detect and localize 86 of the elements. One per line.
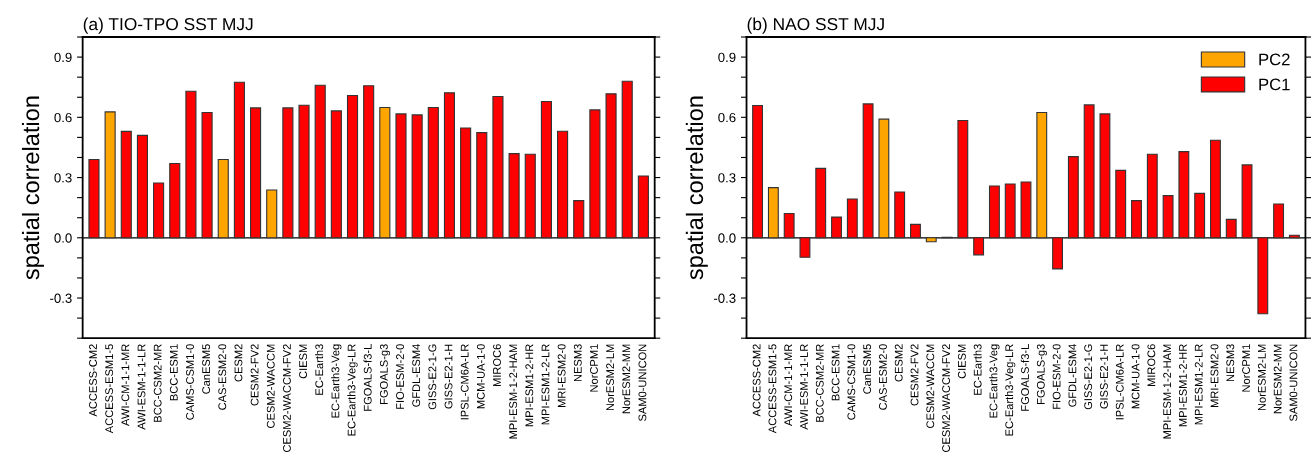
y-tick-label: -0.3 [50, 293, 72, 303]
x-tick-label: SAM0-UNICON [638, 344, 647, 422]
chart-title: (a) TIO-TPO SST MJJ [83, 17, 253, 34]
x-tick-label: CESM2 [234, 344, 243, 382]
x-tick-label: NorESM2-LM [1257, 344, 1266, 411]
x-tick-label: CESM2-WACCM-FV2 [282, 344, 291, 453]
y-tick-label: 0.3 [718, 173, 736, 183]
x-tick-label: NorCPM1 [1242, 344, 1251, 392]
x-tick-label: AWI-ESM-1-1-LR [137, 344, 146, 430]
x-tick-label: MRI-ESM2-0 [557, 344, 566, 408]
y-tick-label: 0.0 [54, 233, 72, 243]
x-tick-label: GISS-E2-1-G [1084, 344, 1093, 410]
x-tick-label: CAS-ESM2-0 [879, 344, 887, 410]
x-tick-label: GFDL-ESM4 [412, 344, 421, 407]
x-tick-label: EC-Earth3-Veg [989, 344, 1000, 418]
x-tick-label: SAM0-UNICON [1289, 344, 1298, 422]
x-tick-label: MCM-UA-1-0 [476, 344, 485, 409]
x-tick-label: FGOALS-f3-L [1020, 344, 1029, 411]
x-tick-label: MPI-ESM-1-2-HAM [1163, 344, 1172, 439]
x-tick-label: NorESM2-LM [606, 344, 615, 411]
x-tick-label: CanESM5 [202, 344, 211, 394]
x-tick-label: CanESM5 [863, 344, 872, 394]
y-tick-label: -0.3 [713, 293, 736, 303]
x-tick-label: EC-Earth3 [315, 344, 324, 395]
x-tick-label: CAS-ESM2-0 [218, 344, 227, 410]
x-tick-label: NESM3 [573, 344, 582, 382]
x-tick-label: CAMS-CSM1-0 [847, 344, 856, 420]
x-tick-label: MIROC6 [1147, 344, 1156, 387]
x-tick-label: MPI-ESM1-2-HR [1178, 344, 1187, 427]
x-tick-label: CESM2-WACCM-FV2 [942, 344, 951, 453]
y-tick-label: 0.6 [54, 112, 72, 123]
x-tick-label: CESM2-FV2 [910, 344, 919, 406]
x-tick-label: MPI-ESM-1-2-HAM [509, 344, 518, 439]
x-tick-label: FIO-ESM-2-0 [1052, 344, 1061, 409]
x-tick-label: BCC-ESM1 [169, 344, 178, 401]
y-tick-label: 0.0 [718, 233, 736, 243]
x-tick-label: GISS-E2-1-G [428, 344, 437, 410]
x-tick-label: MRI-ESM2-0 [1210, 344, 1219, 408]
x-tick-label: GISS-E2-1-H [444, 344, 453, 409]
x-tick-label: EC-Earth3-Veg-LR [1005, 344, 1016, 436]
x-tick-label: ACCESS-ESM1-5 [105, 344, 114, 434]
x-tick-label: FIO-ESM-2-0 [396, 344, 404, 409]
y-tick-label: 0.9 [54, 52, 72, 63]
legend-label: PC1 [1259, 78, 1290, 91]
x-tick-label: BCC-CSM2-MR [153, 344, 162, 422]
x-tick-label: CESM2-WACCM [266, 344, 275, 428]
x-tick-label: MPI-ESM1-2-LR [541, 344, 550, 425]
x-tick-label: NorESM2-MM [1273, 344, 1282, 414]
y-tick-label: 0.9 [718, 52, 736, 63]
x-tick-label: NESM3 [1226, 344, 1235, 382]
x-tick-label: IPSL-CM6A-LR [460, 344, 469, 420]
x-tick-label: BCC-ESM1 [831, 344, 840, 401]
x-tick-label: BCC-CSM2-MR [815, 344, 824, 422]
y-axis-title: spatial correlation [21, 96, 44, 280]
y-tick-label: 0.3 [54, 173, 72, 183]
x-tick-label: EC-Earth3 [973, 344, 982, 395]
x-tick-label: CESM2-WACCM [926, 344, 935, 428]
x-tick-label: CESM2-FV2 [250, 344, 259, 406]
x-tick-label: FGOALS-g3 [1036, 344, 1047, 404]
x-tick-label: CAMS-CSM1-0 [186, 344, 194, 420]
x-tick-label: AWI-CM-1-1-MR [121, 344, 130, 426]
chart-title: (b) NAO SST MJJ [747, 17, 884, 34]
x-tick-label: ACCESS-ESM1-5 [768, 344, 777, 434]
x-tick-label: EC-Earth3-Veg [331, 344, 342, 418]
y-tick-label: 0.6 [718, 112, 736, 123]
x-tick-label: EC-Earth3-Veg-LR [347, 344, 358, 436]
x-tick-label: GFDL-ESM4 [1068, 344, 1077, 407]
x-tick-label: AWI-CM-1-1-MR [784, 344, 793, 426]
x-tick-label: MPI-ESM1-2-HR [525, 344, 534, 427]
x-tick-label: GISS-E2-1-H [1100, 344, 1108, 409]
x-tick-label: MCM-UA-1-0 [1131, 344, 1140, 409]
x-tick-label: ACCESS-CM2 [752, 344, 761, 417]
x-tick-label: MIROC6 [493, 344, 501, 387]
x-tick-label: NorCPM1 [590, 344, 598, 392]
legend-label: PC2 [1259, 53, 1290, 66]
x-tick-label: IPSL-CM6A-LR [1115, 344, 1124, 420]
x-tick-label: FGOALS-g3 [379, 344, 391, 404]
x-tick-label: CIESM [299, 344, 308, 379]
y-axis-title: spatial correlation [685, 96, 708, 280]
x-tick-label: AWI-ESM-1-1-LR [800, 344, 808, 430]
x-tick-label: NorESM2-MM [622, 344, 631, 414]
x-tick-label: ACCESS-CM2 [89, 344, 97, 417]
x-tick-label: CIESM [957, 344, 966, 379]
x-tick-label: MPI-ESM1-2-LR [1194, 344, 1203, 425]
x-tick-label: CESM2 [894, 344, 903, 382]
x-tick-label: FGOALS-f3-L [363, 344, 372, 411]
